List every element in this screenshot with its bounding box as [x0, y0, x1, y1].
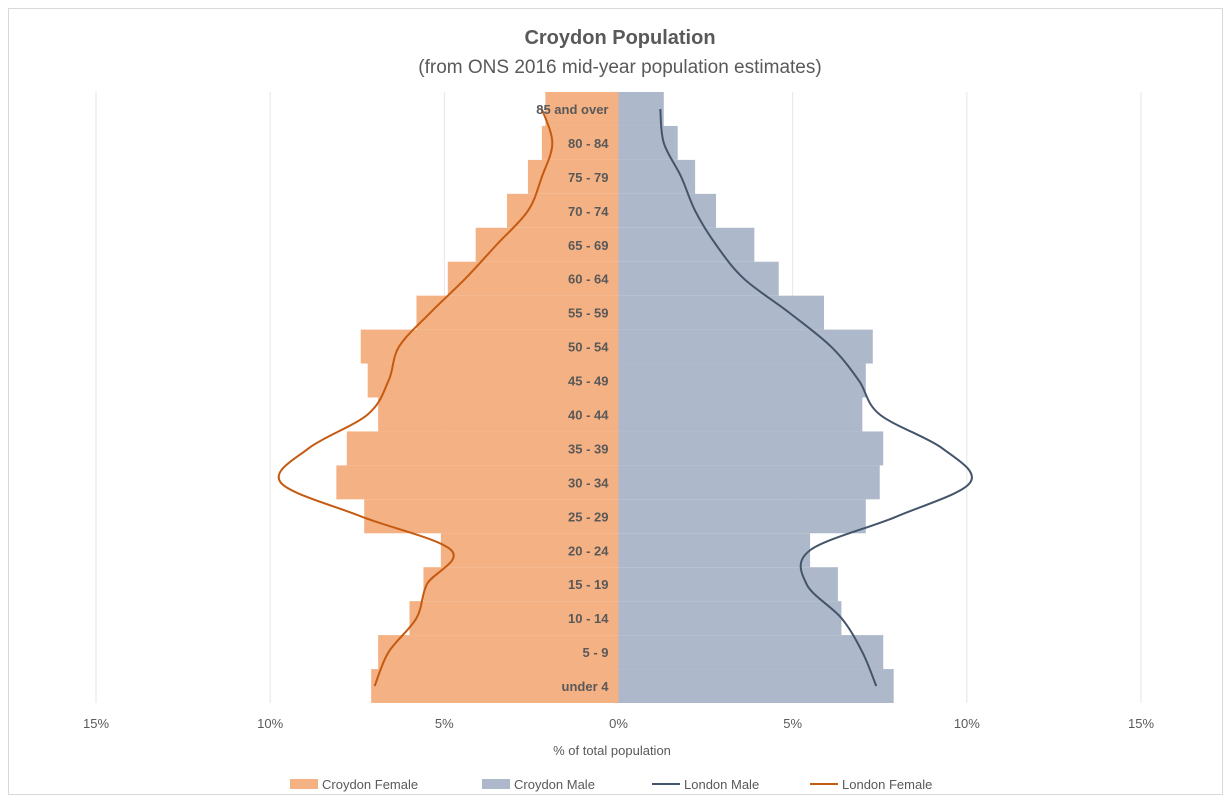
- croydon-female-bar: [364, 499, 619, 534]
- croydon-male-bar: [618, 397, 863, 432]
- london-male-line: [659, 108, 973, 687]
- category-labels: under 4 5 - 9 10 - 14 15 - 19 20 - 24 25 - 29…: [536, 102, 609, 694]
- croydon-female-bar: [346, 431, 619, 466]
- bars: [336, 92, 894, 703]
- croydon-male-bar: [618, 193, 717, 228]
- category-label: 30 - 34: [568, 475, 609, 490]
- category-label: 60 - 64: [568, 272, 609, 287]
- croydon-male-bar: [618, 295, 825, 330]
- croydon-female-bar: [336, 465, 619, 500]
- legend-label-london-female: London Female: [842, 777, 932, 792]
- category-label: 35 - 39: [568, 441, 608, 456]
- croydon-female-bar: [409, 601, 619, 636]
- category-label: 15 - 19: [568, 577, 608, 592]
- croydon-female-bar: [423, 567, 619, 602]
- croydon-male-bar: [618, 92, 664, 126]
- category-label: 65 - 69: [568, 238, 608, 253]
- croydon-female-bar: [475, 227, 619, 262]
- x-tick-label: 5%: [783, 716, 802, 731]
- croydon-male-bar: [618, 465, 880, 500]
- croydon-male-bar: [618, 431, 884, 466]
- category-label: 45 - 49: [568, 374, 608, 389]
- category-label: 10 - 14: [568, 611, 609, 626]
- category-label: 5 - 9: [582, 645, 608, 660]
- croydon-male-bar: [618, 159, 696, 194]
- croydon-male-bar: [618, 499, 866, 534]
- croydon-male-bar: [618, 601, 842, 636]
- chart-subtitle: (from ONS 2016 mid-year population estim…: [418, 57, 821, 78]
- category-label: 55 - 59: [568, 306, 608, 321]
- category-label: 70 - 74: [568, 204, 609, 219]
- chart-title: Croydon Population: [524, 27, 715, 49]
- category-label: 40 - 44: [568, 407, 609, 422]
- croydon-male-bar: [618, 261, 779, 296]
- croydon-female-bar: [541, 125, 619, 160]
- croydon-female-bar: [507, 193, 619, 228]
- legend-label-croydon-male: Croydon Male: [514, 777, 595, 792]
- category-label: 75 - 79: [568, 170, 608, 185]
- croydon-female-bar: [378, 397, 619, 432]
- category-label: 85 and over: [536, 102, 608, 117]
- legend: Croydon Female Croydon Male London Male Lon…: [290, 777, 932, 792]
- legend-swatch-croydon-male: [482, 779, 510, 789]
- croydon-male-bar: [618, 363, 866, 398]
- croydon-male-bar: [618, 533, 811, 568]
- croydon-female-bar: [367, 363, 619, 398]
- croydon-female-bar: [545, 92, 619, 126]
- croydon-male-bar: [618, 227, 755, 262]
- category-label: 25 - 29: [568, 509, 608, 524]
- croydon-male-bar: [618, 329, 873, 364]
- x-tick-label: 15%: [1128, 716, 1154, 731]
- london-female-line: [277, 108, 554, 687]
- x-tick-label: 5%: [435, 716, 454, 731]
- legend-swatch-croydon-female: [290, 779, 318, 789]
- lines: [277, 108, 973, 687]
- x-tick-label: 15%: [83, 716, 109, 731]
- croydon-male-bar: [618, 567, 838, 602]
- x-tick-label: 0%: [609, 716, 628, 731]
- legend-label-croydon-female: Croydon Female: [322, 777, 418, 792]
- croydon-female-bar: [416, 295, 619, 330]
- category-label: 50 - 54: [568, 340, 609, 355]
- x-tick-label: 10%: [257, 716, 283, 731]
- x-tick-labels: 15% 10% 5% 0% 5% 10% 15%: [83, 716, 1154, 731]
- category-label: 20 - 24: [568, 543, 609, 558]
- croydon-female-bar: [440, 533, 619, 568]
- croydon-male-bar: [618, 669, 894, 703]
- croydon-female-bar: [527, 159, 619, 194]
- croydon-female-bar: [360, 329, 619, 364]
- croydon-female-bar: [378, 635, 619, 670]
- x-tick-label: 10%: [954, 716, 980, 731]
- x-axis-title: % of total population: [553, 743, 671, 758]
- croydon-male-bar: [618, 635, 884, 670]
- legend-label-london-male: London Male: [684, 777, 759, 792]
- category-label: under 4: [562, 679, 610, 694]
- croydon-female-bar: [371, 669, 619, 703]
- category-label: 80 - 84: [568, 136, 609, 151]
